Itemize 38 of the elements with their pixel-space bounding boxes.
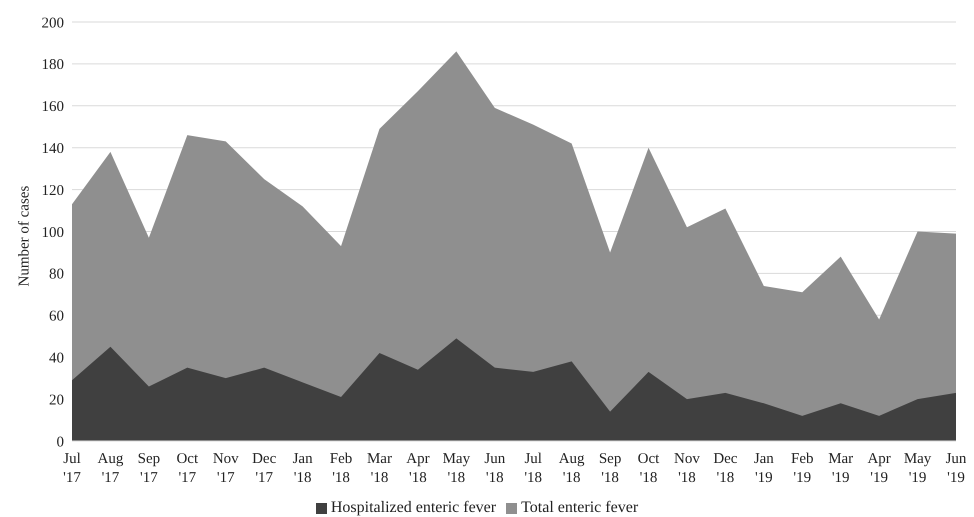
- x-tick-label: Feb '18: [330, 451, 352, 486]
- x-tick-label: Nov '18: [674, 451, 700, 486]
- y-tick-label: 140: [42, 141, 64, 158]
- y-tick-label: 160: [42, 99, 64, 116]
- y-tick-label: 20: [49, 392, 64, 408]
- x-tick-label: Oct '17: [176, 451, 199, 486]
- x-tick-label: Feb '19: [791, 451, 814, 486]
- y-tick-label: 200: [42, 15, 64, 32]
- y-axis-title: Number of cases: [16, 186, 32, 286]
- x-tick-label: Oct '18: [638, 451, 660, 486]
- x-tick-label: Jan '18: [292, 451, 314, 486]
- x-tick-label: Nov '17: [212, 451, 240, 486]
- x-tick-label: May '18: [442, 451, 471, 486]
- x-tick-label: Dec '18: [713, 451, 738, 486]
- x-tick-label: Aug '17: [98, 451, 124, 486]
- x-tick-label: Sep '17: [138, 451, 160, 486]
- x-tick-label: Jun '18: [484, 451, 506, 486]
- x-tick-label: Apr '19: [867, 451, 891, 486]
- legend-label: Total enteric fever: [521, 499, 638, 516]
- x-tick-label: Mar '19: [828, 451, 854, 486]
- y-tick-label: 60: [49, 308, 64, 325]
- x-tick-label: May '19: [904, 451, 932, 486]
- y-tick-label: 0: [56, 434, 64, 450]
- x-tick-label: Aug '18: [558, 451, 586, 486]
- x-tick-label: Sep '18: [598, 451, 622, 486]
- legend-label: Hospitalized enteric fever: [330, 499, 496, 516]
- x-tick-label: Jul '18: [524, 451, 542, 486]
- x-tick-label: Jan '19: [754, 451, 774, 486]
- x-tick-label: Dec '17: [252, 451, 277, 486]
- y-tick-label: 80: [49, 266, 64, 283]
- y-tick-label: 100: [42, 224, 64, 241]
- x-tick-label: Jul '17: [63, 451, 82, 486]
- y-tick-label: 120: [42, 182, 64, 199]
- x-tick-label: Mar '18: [366, 451, 392, 486]
- x-tick-label: Apr '18: [406, 451, 430, 486]
- y-tick-label: 40: [49, 350, 64, 367]
- y-tick-label: 180: [42, 57, 64, 74]
- x-tick-label: Jun '19: [946, 451, 967, 486]
